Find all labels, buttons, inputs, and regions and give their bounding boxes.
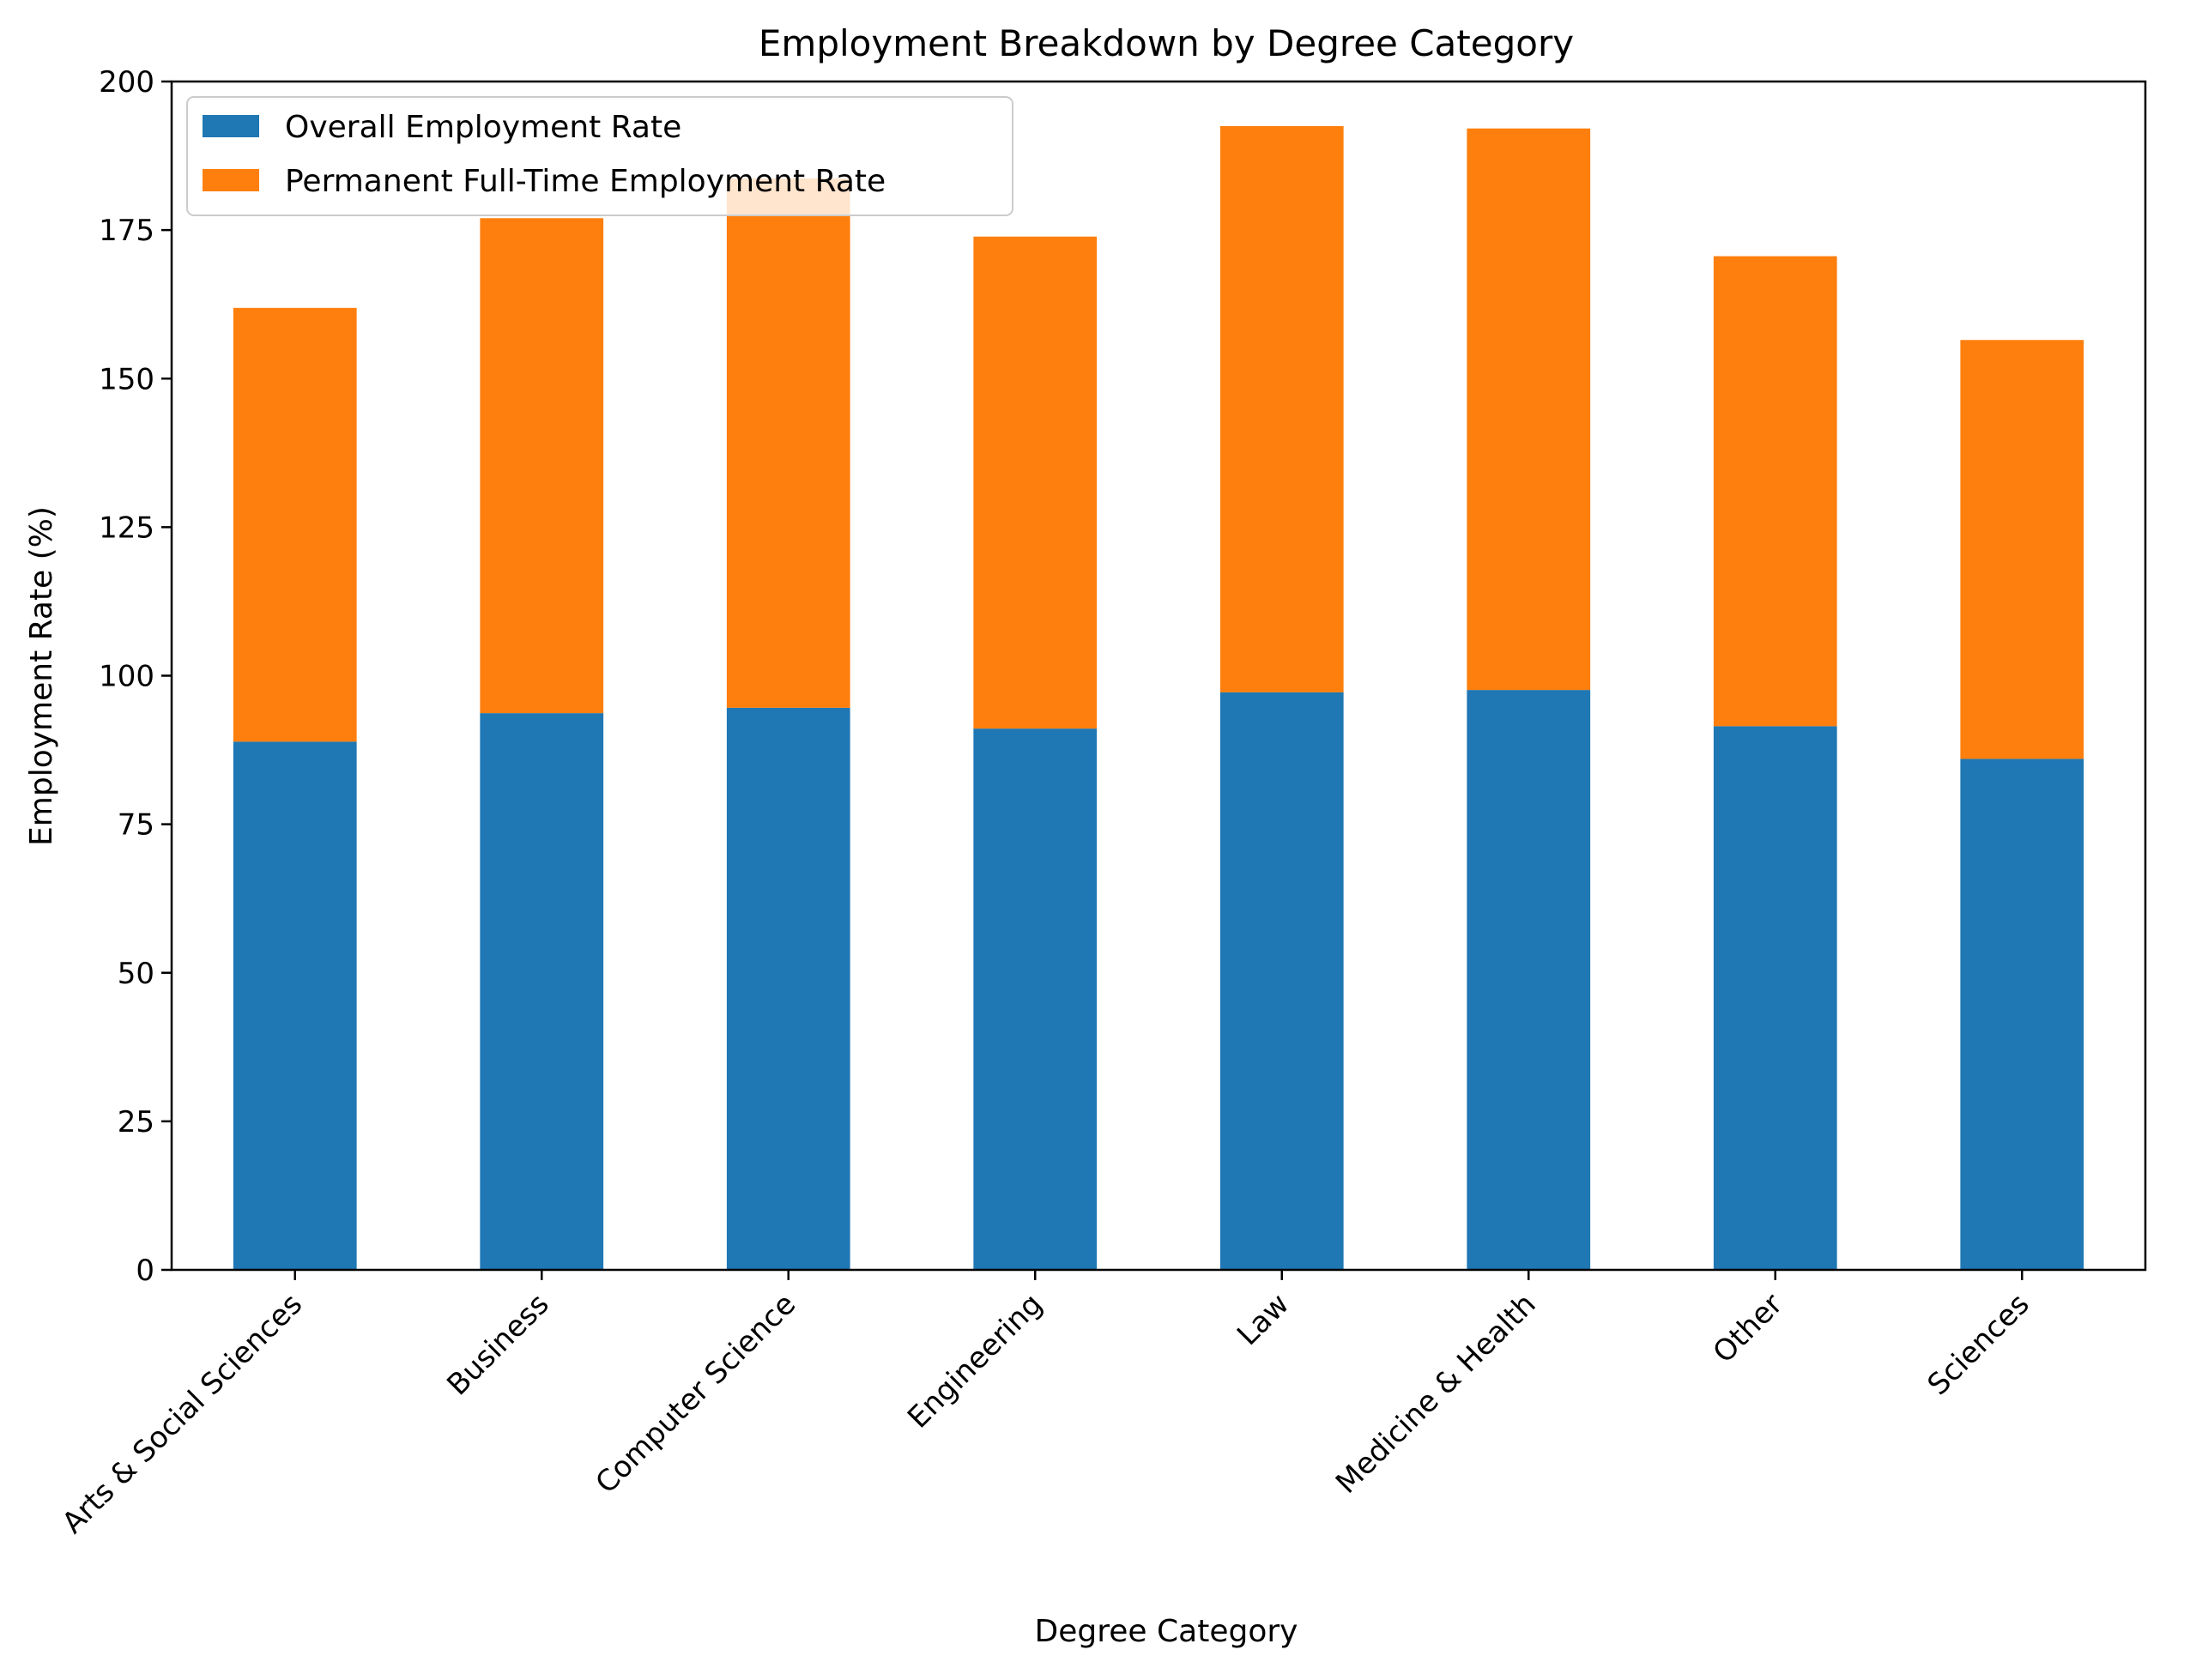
- bar-stack: [1713, 256, 1837, 1270]
- y-tick-label: 75: [118, 808, 154, 843]
- bar-segment-series-1: [1713, 256, 1837, 727]
- bar-stack: [973, 236, 1098, 1270]
- bar-segment-series-1: [1960, 340, 2084, 759]
- legend-entry-label: Permanent Full-Time Employment Rate: [285, 164, 886, 199]
- bar-stack: [1219, 125, 1344, 1270]
- legend: Overall Employment Rate Permanent Full-Ti…: [186, 96, 1013, 216]
- y-tick-label: 0: [136, 1254, 154, 1288]
- bar-stack: [480, 218, 604, 1270]
- y-axis-label: Employment Rate (%): [24, 506, 59, 846]
- y-tick-label: 25: [118, 1105, 154, 1139]
- legend-swatch: [203, 169, 259, 191]
- legend-entry-label: Overall Employment Rate: [285, 110, 681, 145]
- bar-segment-series-0: [233, 741, 357, 1270]
- bar-segment-series-1: [973, 236, 1098, 729]
- y-tick-label: 125: [99, 511, 154, 545]
- bar-segment-series-0: [1713, 726, 1837, 1270]
- bar-stack: [1467, 128, 1591, 1270]
- y-tick-label: 175: [99, 214, 154, 248]
- bar-segment-series-1: [1467, 128, 1591, 691]
- bar-stack: [726, 178, 850, 1270]
- chart-title: Employment Breakdown by Degree Category: [759, 22, 1574, 64]
- bar-stack: [1960, 340, 2084, 1270]
- bar-segment-series-0: [1219, 692, 1344, 1270]
- y-axis: 0 25 50 75 100 125 150 175 200: [99, 65, 172, 1288]
- y-tick-label: 150: [99, 362, 154, 396]
- bar-stack: [233, 307, 357, 1270]
- bar-segment-series-1: [726, 178, 850, 708]
- bar-segment-series-0: [726, 707, 850, 1270]
- bar-segment-series-0: [973, 728, 1098, 1270]
- bar-segment-series-1: [480, 218, 604, 714]
- plot-frame: [170, 80, 2147, 1272]
- bar-segment-series-0: [1467, 690, 1591, 1270]
- y-tick-label: 100: [99, 660, 154, 694]
- bar-segment-series-0: [1960, 758, 2084, 1270]
- bar-segment-series-1: [1219, 125, 1344, 692]
- y-tick-label: 200: [99, 65, 154, 100]
- bar-segment-series-1: [233, 307, 357, 742]
- x-axis-label: Degree Category: [1035, 1614, 1298, 1649]
- bar-segment-series-0: [480, 713, 604, 1270]
- legend-box: [186, 96, 1013, 216]
- bars-layer: [233, 125, 2084, 1270]
- legend-swatch: [203, 115, 259, 137]
- y-tick-label: 50: [118, 957, 154, 991]
